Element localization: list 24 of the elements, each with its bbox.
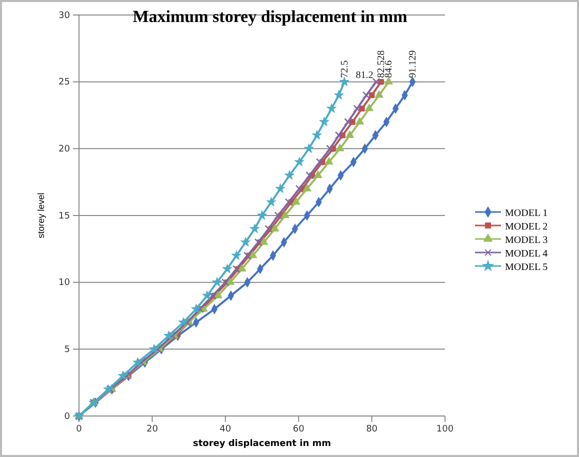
y-tick-label: 15 xyxy=(58,211,70,222)
x-tick-label: 80 xyxy=(366,424,378,434)
legend-label: MODEL 3 xyxy=(505,235,548,246)
x-tick-label: 0 xyxy=(76,424,82,434)
legend-label: MODEL 5 xyxy=(505,262,548,273)
x-tick-label: 40 xyxy=(220,424,232,434)
y-tick-label: 20 xyxy=(58,144,70,155)
y-tick-label: 25 xyxy=(58,78,70,88)
annotation: 72.5 xyxy=(339,60,350,78)
legend-label: MODEL 1 xyxy=(505,208,548,219)
y-tick-label: 10 xyxy=(58,278,70,288)
y-tick-label: 0 xyxy=(64,412,70,422)
legend-label: MODEL 4 xyxy=(505,248,548,260)
annotation: 81.2 xyxy=(356,70,374,81)
y-axis-title: storey level xyxy=(36,192,46,238)
annotation: 91.129 xyxy=(408,50,419,78)
x-axis-title: storey displacement in mm xyxy=(192,439,332,449)
legend-label: MODEL 2 xyxy=(505,222,548,232)
x-tick-label: 100 xyxy=(436,424,454,434)
y-tick-label: 30 xyxy=(58,10,70,21)
y-tick-label: 5 xyxy=(64,345,70,356)
chart-title: Maximum storey displacement in mm xyxy=(132,7,408,26)
x-tick-label: 60 xyxy=(292,424,305,434)
x-tick-label: 20 xyxy=(146,424,158,434)
